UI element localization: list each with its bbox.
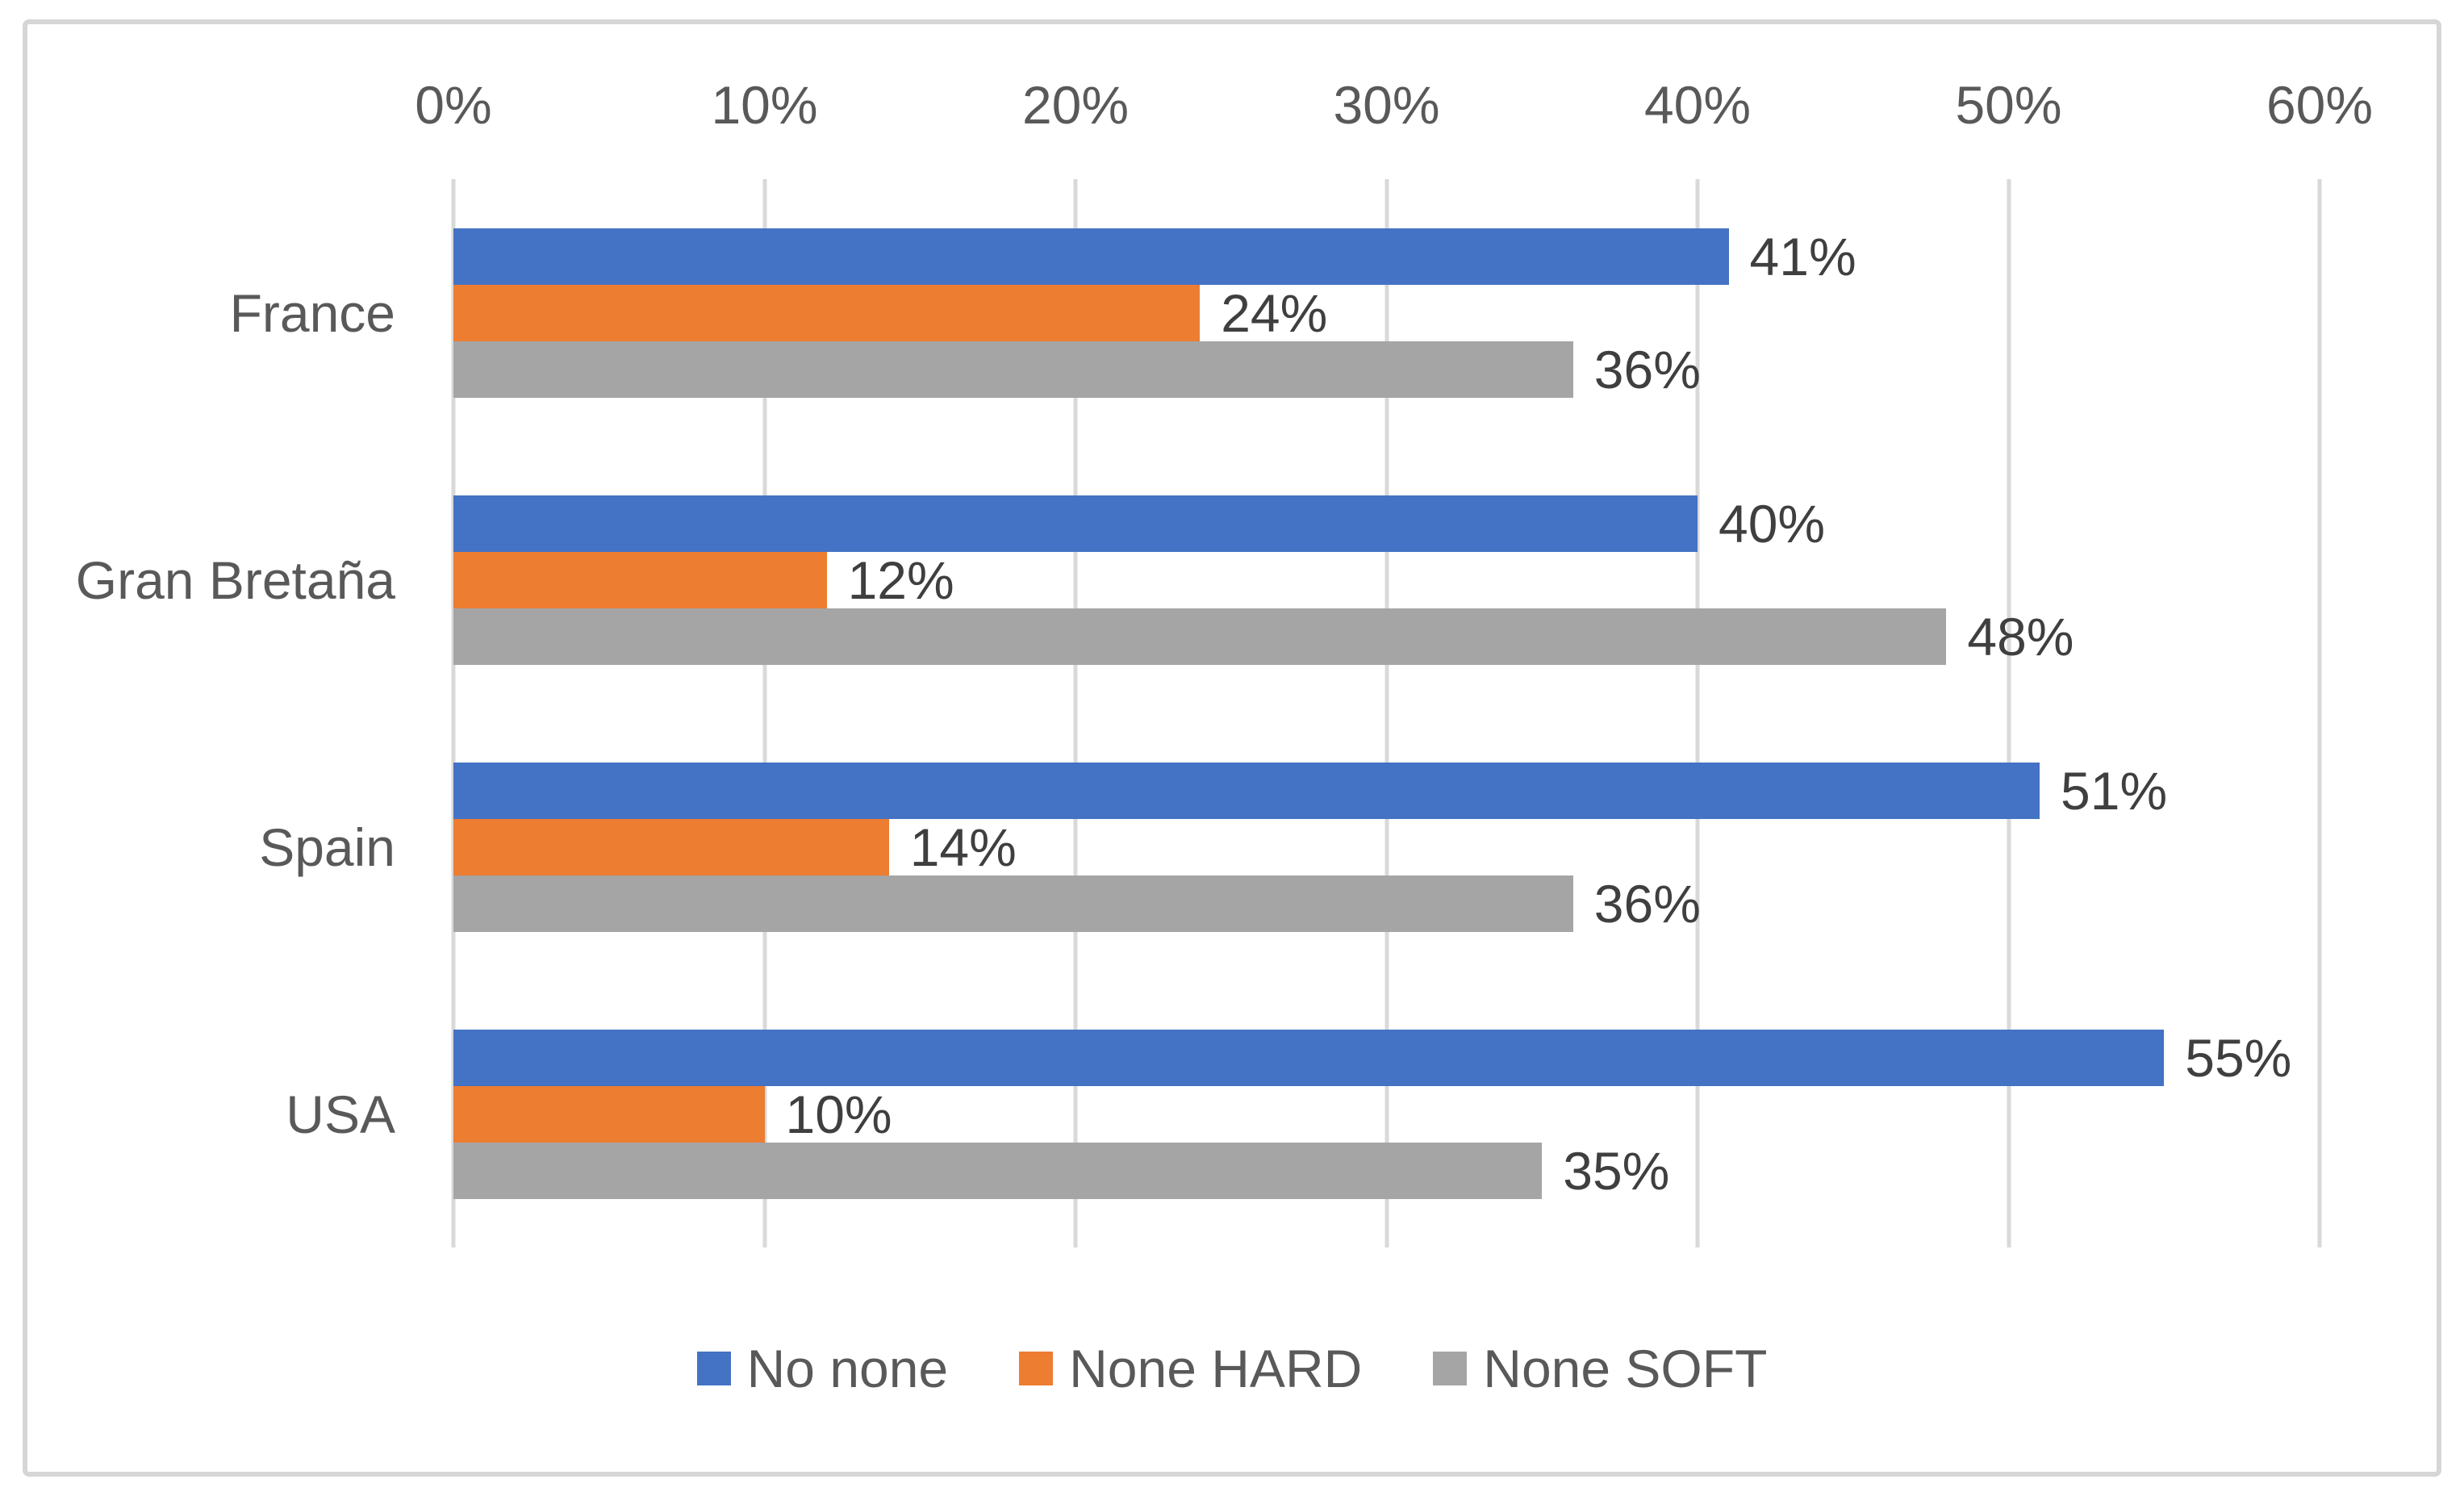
- x-axis-tick-label: 0%: [415, 75, 492, 135]
- data-label: 36%: [1593, 339, 1701, 399]
- bar-group-france: 41% 24% 36%: [453, 179, 2320, 446]
- bar-group-spain: 51% 14% 36%: [453, 713, 2320, 980]
- bar-row: 41%: [453, 226, 2320, 286]
- gridline: [2317, 179, 2322, 1247]
- legend-label: None SOFT: [1483, 1339, 1768, 1398]
- bar-no-none: [453, 228, 1729, 285]
- bar-row: 36%: [453, 339, 2320, 399]
- data-label: 55%: [2185, 1027, 2292, 1088]
- bar-row: 48%: [453, 606, 2320, 667]
- legend-swatch-icon: [1433, 1352, 1468, 1385]
- bar-no-none: [453, 495, 1698, 552]
- bar-none-soft: [453, 875, 1573, 932]
- bar-group-gran-bretaña: 40% 12% 48%: [453, 446, 2320, 713]
- legend-swatch-icon: [696, 1352, 731, 1385]
- data-label: 10%: [785, 1084, 892, 1144]
- data-label: 24%: [1221, 282, 1328, 343]
- bar-row: 14%: [453, 817, 2320, 877]
- category-axis: France Gran Bretaña Spain USA: [48, 179, 395, 1247]
- legend: No none None HARD None SOFT: [0, 1330, 2464, 1407]
- bar-row: 51%: [453, 760, 2320, 821]
- x-axis-tick-label: 60%: [2266, 75, 2374, 135]
- gridline: [762, 179, 766, 1247]
- gridline: [1384, 179, 1389, 1247]
- data-label: 36%: [1593, 873, 1701, 934]
- bar-none-hard: [453, 284, 1201, 341]
- data-label: 40%: [1719, 493, 1826, 554]
- bar-none-soft: [453, 608, 1947, 665]
- bar-row: 24%: [453, 282, 2320, 343]
- x-axis: 0% 10% 20% 30% 40% 50% 60%: [415, 68, 2373, 142]
- bar-none-hard: [453, 551, 827, 608]
- data-label: 48%: [1967, 606, 2074, 667]
- plot-area: 41% 24% 36% 40% 12% 48% 51% 14% 36% 55% 10% 35%: [451, 179, 2322, 1247]
- bar-none-hard: [453, 1085, 765, 1143]
- x-axis-tick-label: 30%: [1333, 75, 1440, 135]
- data-label: 51%: [2061, 760, 2168, 821]
- gridline: [451, 179, 456, 1247]
- x-axis-tick-label: 50%: [1955, 75, 2062, 135]
- bar-no-none: [453, 1029, 2165, 1086]
- bar-row: 12%: [453, 550, 2320, 610]
- bar-none-soft: [453, 1142, 1543, 1199]
- bar-row: 35%: [453, 1140, 2320, 1201]
- legend-item-none-hard: None HARD: [1019, 1338, 1362, 1399]
- bar-row: 36%: [453, 873, 2320, 934]
- legend-swatch-icon: [1019, 1352, 1054, 1385]
- bar-row: 55%: [453, 1027, 2320, 1088]
- bar-row: 10%: [453, 1084, 2320, 1144]
- data-label: 14%: [909, 817, 1017, 877]
- x-axis-tick-label: 20%: [1021, 75, 1130, 135]
- bar-row: 40%: [453, 493, 2320, 554]
- data-label: 35%: [1563, 1140, 1670, 1201]
- x-axis-tick-label: 40%: [1643, 75, 1752, 135]
- legend-item-none-soft: None SOFT: [1433, 1338, 1767, 1399]
- legend-label: No none: [746, 1339, 949, 1398]
- bar-group-usa: 55% 10% 35%: [453, 980, 2320, 1247]
- category-label-france: France: [229, 282, 395, 343]
- legend-item-no-none: No none: [696, 1338, 949, 1399]
- gridline: [2007, 179, 2011, 1247]
- category-label-spain: Spain: [259, 817, 395, 877]
- gridline: [1695, 179, 1700, 1247]
- bar-none-soft: [453, 341, 1573, 398]
- data-label: 41%: [1749, 226, 1856, 286]
- legend-label: None HARD: [1069, 1339, 1363, 1398]
- data-label: 12%: [847, 550, 954, 610]
- bar-none-hard: [453, 818, 889, 875]
- category-label-usa: USA: [286, 1084, 395, 1144]
- category-label-gran-bretaña: Gran Bretaña: [75, 550, 395, 610]
- gridline: [1073, 179, 1078, 1247]
- x-axis-tick-label: 10%: [711, 75, 818, 135]
- bar-no-none: [453, 762, 2040, 819]
